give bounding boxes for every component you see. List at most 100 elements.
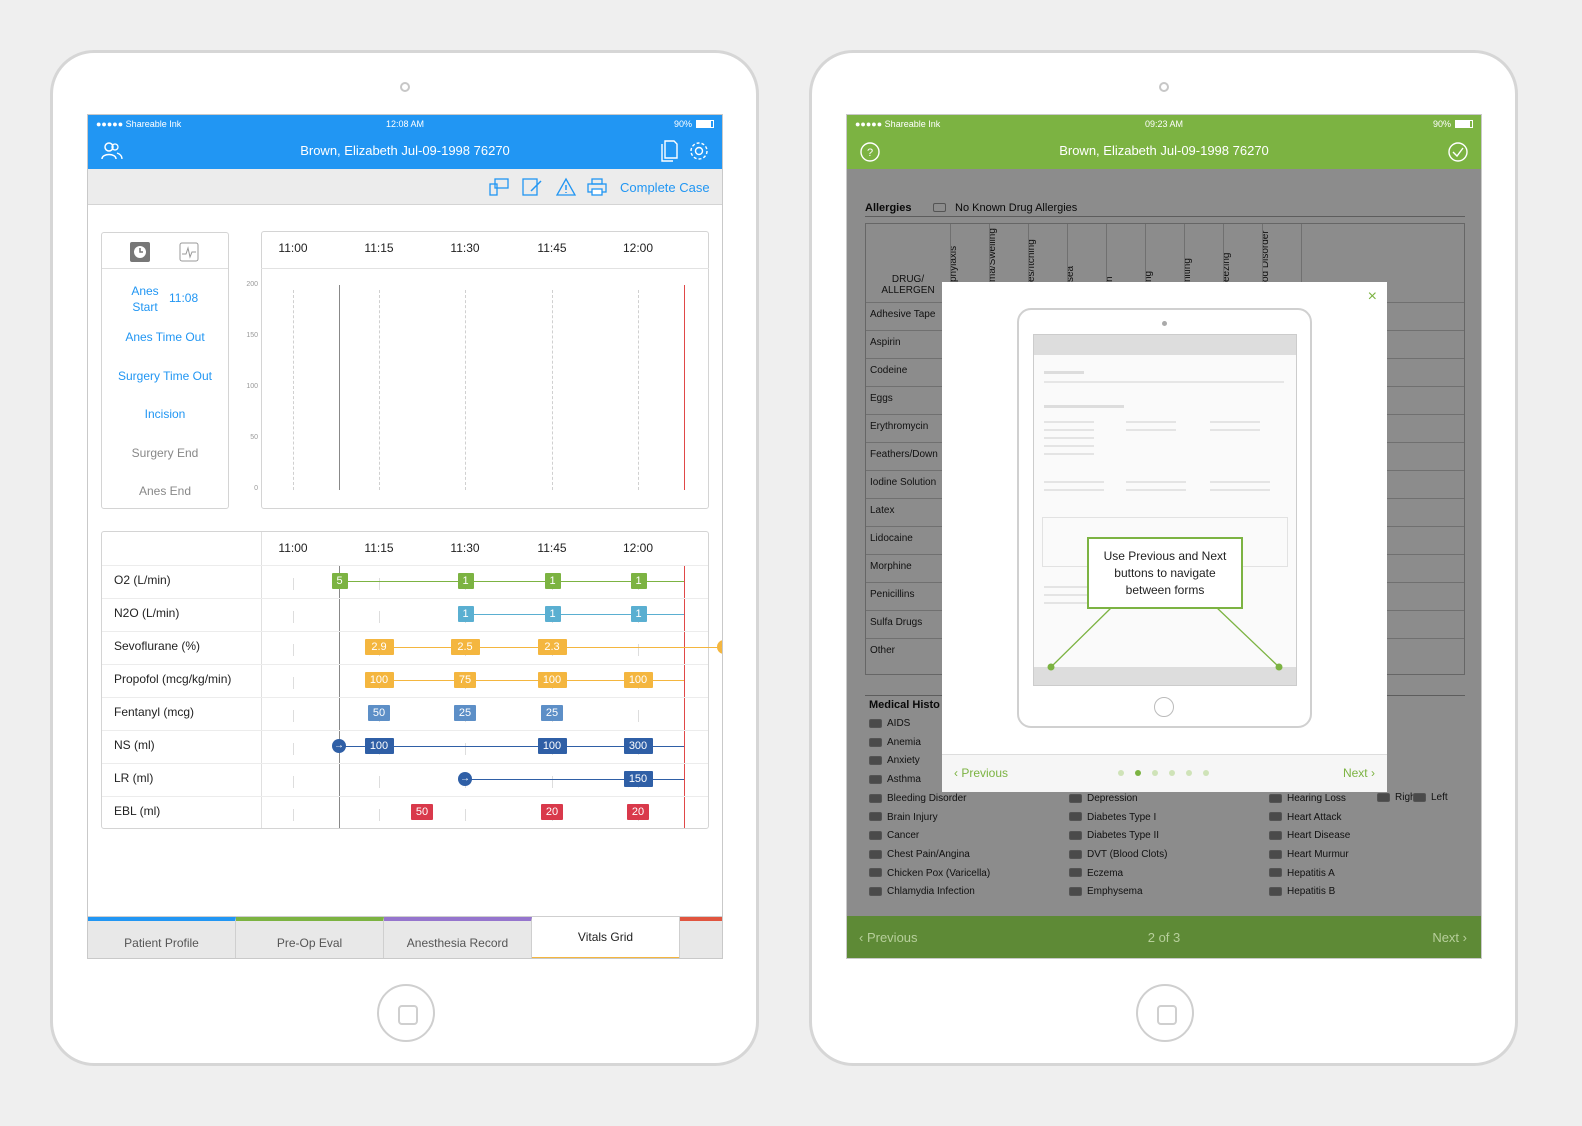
grid-value-tag[interactable]: 1	[457, 606, 474, 622]
nav-bar: ? Brown, Elizabeth Jul-09-1998 76270	[847, 133, 1481, 169]
grid-value-tag[interactable]: 25	[454, 705, 476, 721]
help-icon[interactable]: ?	[859, 141, 881, 163]
medical-history-item[interactable]: DVT (Blood Clots)	[1069, 849, 1167, 860]
home-button[interactable]	[1136, 984, 1194, 1042]
medical-history-item[interactable]: Chlamydia Infection	[869, 886, 975, 897]
allergy-column-header: ma/Swelling	[989, 224, 1028, 300]
grid-value-tag[interactable]: 100	[623, 672, 653, 688]
medical-history-item[interactable]: Hearing Loss	[1269, 793, 1346, 804]
anes-start-time: 11:08	[169, 291, 199, 305]
warning-icon[interactable]	[555, 177, 577, 197]
grid-tick	[638, 710, 639, 722]
vitals-chart	[261, 231, 709, 509]
medical-history-item[interactable]: Eczema	[1069, 868, 1123, 879]
modal-previous-button[interactable]: ‹ Previous	[954, 766, 1009, 780]
callout-pointer-lines	[1047, 605, 1283, 671]
grid-value-tag[interactable]: 1	[630, 606, 647, 622]
grid-value-tag[interactable]: 2.5	[450, 639, 480, 655]
modal-close-button[interactable]: ×	[1367, 288, 1377, 305]
infusion-start-arrow-icon[interactable]: →	[458, 772, 472, 786]
grid-row-label: EBL (ml)	[114, 804, 161, 818]
left-screen: ●●●●● Shareable Ink 12:08 AM 90% Brown, …	[87, 114, 723, 959]
medical-history-item[interactable]: Diabetes Type I	[1069, 812, 1156, 823]
infusion-start-arrow-icon[interactable]: →	[332, 739, 346, 753]
medical-history-item[interactable]: Hepatitis A	[1269, 868, 1335, 879]
document-icon[interactable]	[660, 140, 678, 162]
grid-time-label: 12:00	[622, 541, 654, 555]
medical-history-item[interactable]: Heart Disease	[1269, 830, 1350, 841]
grid-value-tag[interactable]: 75	[454, 672, 476, 688]
medical-history-item[interactable]: Heart Attack	[1269, 812, 1341, 823]
medical-history-title: Medical Histo	[869, 699, 940, 711]
medical-history-item[interactable]: Hepatitis B	[1269, 886, 1335, 897]
checkmark-icon[interactable]	[1447, 141, 1469, 163]
hearing-right[interactable]: Right	[1377, 792, 1418, 803]
medical-history-item[interactable]: Chicken Pox (Varicella)	[869, 868, 990, 879]
medical-history-item[interactable]: Anxiety	[869, 755, 920, 766]
medical-history-item[interactable]: Anemia	[869, 737, 921, 748]
tab-anesthesia-record[interactable]: Anesthesia Record	[384, 917, 532, 958]
footer-previous-button[interactable]: ‹ Previous	[859, 930, 918, 945]
grid-value-tag[interactable]: 100	[537, 672, 567, 688]
event-anes-end[interactable]: Anes End	[138, 484, 192, 498]
grid-value-tag[interactable]: 2.9	[364, 639, 394, 655]
grid-row-label: N2O (L/min)	[114, 606, 180, 620]
grid-value-tag[interactable]: 2.3	[537, 639, 567, 655]
grid-value-tag[interactable]: 1	[544, 573, 561, 589]
gear-icon[interactable]	[688, 140, 710, 162]
modal-next-button[interactable]: Next ›	[1342, 766, 1375, 780]
medical-history-item[interactable]: Emphysema	[1069, 886, 1143, 897]
tab-extra[interactable]	[680, 917, 722, 958]
complete-case-button[interactable]: Complete Case	[620, 180, 710, 195]
footer-next-button[interactable]: Next ›	[1432, 930, 1467, 945]
event-anes-start[interactable]: Anes Start	[131, 284, 159, 314]
grid-value-tag[interactable]: 50	[368, 705, 390, 721]
grid-start-line	[339, 565, 340, 828]
event-incision[interactable]: Incision	[144, 407, 186, 421]
infusion-stop-icon[interactable]: ×	[717, 640, 722, 654]
tab-vitals-grid[interactable]: Vitals Grid	[532, 917, 680, 958]
grid-value-tag[interactable]: 20	[627, 804, 649, 820]
medical-history-item[interactable]: Chest Pain/Angina	[869, 849, 970, 860]
grid-value-tag[interactable]: 20	[541, 804, 563, 820]
grid-value-tag[interactable]: 5	[331, 573, 348, 589]
grid-value-tag[interactable]: 100	[364, 672, 394, 688]
nkda-checkbox[interactable]	[933, 203, 946, 212]
home-button[interactable]	[377, 984, 435, 1042]
grid-value-tag[interactable]: 1	[457, 573, 474, 589]
event-anes-time-out[interactable]: Anes Time Out	[125, 330, 205, 344]
tab-pre-op-eval[interactable]: Pre-Op Eval	[236, 917, 384, 958]
grid-value-tag[interactable]: 150	[623, 771, 653, 787]
grid-value-tag[interactable]: 300	[623, 738, 653, 754]
vitals-monitor-icon[interactable]	[179, 242, 199, 262]
medical-history-item[interactable]: Heart Murmur	[1269, 849, 1349, 860]
medical-history-item[interactable]: Depression	[1069, 793, 1138, 804]
grid-value-tag[interactable]: 100	[537, 738, 567, 754]
medical-history-item[interactable]: AIDS	[869, 718, 910, 729]
grid-value-tag[interactable]: 50	[411, 804, 433, 820]
grid-row-timeline	[465, 614, 684, 615]
grid-value-tag[interactable]: 1	[630, 573, 647, 589]
grid-time-label: 11:45	[537, 541, 567, 555]
patients-icon[interactable]	[100, 141, 124, 161]
medical-history-item[interactable]: Diabetes Type II	[1069, 830, 1159, 841]
medical-history-item[interactable]: Asthma	[869, 774, 921, 785]
event-surgery-end[interactable]: Surgery End	[131, 446, 199, 460]
medical-history-item[interactable]: Bleeding Disorder	[869, 793, 967, 804]
grid-value-tag[interactable]: 25	[541, 705, 563, 721]
grid-value-tag[interactable]: 1	[544, 606, 561, 622]
hearing-left[interactable]: Left	[1413, 792, 1448, 803]
edit-form-icon[interactable]	[521, 177, 543, 197]
tab-patient-profile[interactable]: Patient Profile	[88, 917, 236, 958]
event-surgery-time-out[interactable]: Surgery Time Out	[117, 369, 213, 383]
patient-header: Brown, Elizabeth Jul-09-1998 76270	[300, 143, 510, 158]
medical-history-item[interactable]: Brain Injury	[869, 812, 938, 823]
print-icon[interactable]	[586, 177, 608, 197]
clock-icon[interactable]	[130, 242, 150, 262]
camera	[400, 82, 410, 92]
devices-icon[interactable]	[488, 177, 510, 197]
grid-row-divider	[102, 598, 708, 599]
tutorial-modal: ×	[942, 282, 1387, 792]
grid-value-tag[interactable]: 100	[364, 738, 394, 754]
medical-history-item[interactable]: Cancer	[869, 830, 919, 841]
